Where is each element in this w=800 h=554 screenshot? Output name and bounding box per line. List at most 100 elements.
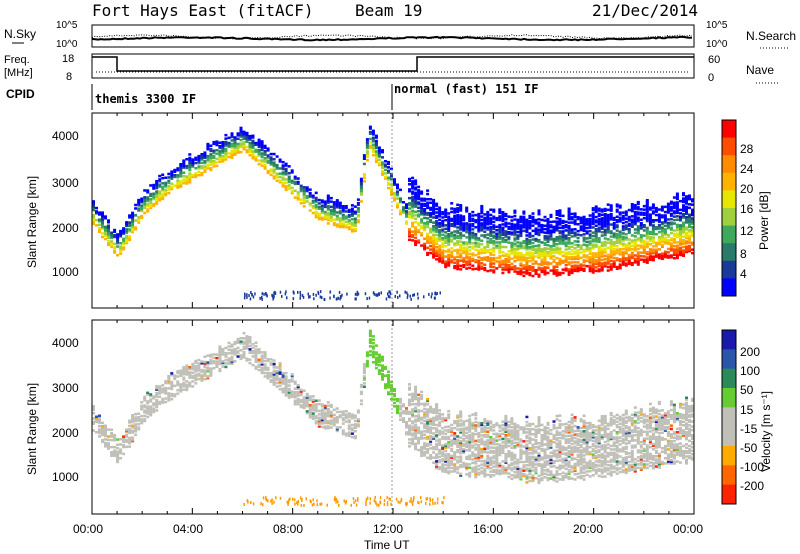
echo-pixel [561,221,565,225]
echo-pixel [278,381,282,384]
echo-pixel [483,421,487,425]
echo-pixel [251,141,255,144]
echo-pixel [263,359,267,363]
echo-pixel [609,235,613,238]
echo-pixel [191,376,195,380]
echo-pixel [567,238,571,242]
echo-pixel [444,241,448,244]
echo-pixel [591,259,595,262]
echo-pixel [531,248,535,252]
echo-pixel [459,223,463,226]
echo-pixel [654,248,658,251]
echo-pixel [624,248,628,252]
echo-pixel [594,266,598,269]
echo-pixel [314,409,318,413]
echo-pixel [591,226,595,229]
echo-pixel [543,231,547,234]
echo-pixel [371,148,375,152]
echo-pixel [396,206,399,209]
echo-pixel [134,428,138,431]
echo-pixel [191,158,195,161]
echo-pixel [275,165,279,169]
echo-pixel [254,143,258,146]
echo-pixel [326,414,330,418]
echo-pixel [341,429,345,432]
echo-pixel [341,224,345,227]
echo-pixel [188,172,192,175]
echo-pixel [411,190,415,193]
echo-pixel [615,238,619,241]
echo-pixel [146,191,150,194]
echo-pixel [489,473,493,477]
echo-pixel [591,231,595,234]
echo-pixel [450,250,454,254]
echo-pixel [152,403,156,407]
echo-pixel [119,231,123,235]
echo-pixel [513,251,517,254]
echo-pixel [679,231,682,234]
echo-pixel [131,211,135,215]
echo-pixel [368,353,372,357]
echo-pixel [350,228,354,231]
echo-pixel [682,214,685,218]
echo-pixel [531,215,535,219]
echo-pixel [155,183,159,186]
echo-pixel [459,243,463,247]
echo-pixel [654,243,658,246]
echo-pixel [570,271,574,275]
echo-pixel [326,409,330,413]
echo-pixel [468,449,472,452]
echo-pixel [281,389,285,392]
echo-pixel [311,398,315,401]
echo-pixel [510,241,514,245]
echo-pixel [627,224,631,227]
echo-pixel [456,214,460,217]
echo-pixel [182,373,186,376]
echo-pixel [245,335,249,338]
echo-pixel [438,433,442,436]
echo-pixel [495,442,499,446]
echo-pixel [615,234,619,238]
echo-pixel [498,471,502,474]
echo-pixel [672,232,676,236]
echo-pixel [299,400,303,404]
echo-pixel [675,197,679,201]
echo-pixel [248,141,252,145]
echo-pixel [435,461,439,465]
echo-pixel [450,466,454,470]
echo-pixel [606,257,610,260]
echo-pixel [669,202,673,205]
echo-pixel [573,243,577,247]
echo-pixel [462,217,466,220]
echo-pixel [435,252,439,256]
echo-pixel [347,433,351,436]
ground-scatter-pixel [254,292,256,296]
echo-pixel [480,248,484,251]
echo-pixel [272,374,276,378]
echo-pixel [516,227,520,230]
echo-pixel [537,211,541,214]
echo-pixel [272,380,276,383]
echo-pixel [101,438,104,442]
echo-pixel [218,367,222,371]
echo-pixel [465,208,469,211]
echo-pixel [170,177,174,180]
echo-pixel [158,400,162,404]
echo-pixel [335,199,339,202]
echo-pixel [660,222,664,226]
echo-pixel [272,168,276,171]
echo-pixel [405,206,408,210]
echo-pixel [474,413,478,417]
echo-pixel [591,208,595,212]
echo-pixel [320,211,324,214]
echo-pixel [149,412,153,415]
echo-pixel [465,466,469,469]
echo-pixel [323,411,327,415]
echo-pixel [642,213,646,217]
echo-pixel [188,167,192,170]
echo-pixel [594,228,598,231]
echo-pixel [438,431,442,434]
echo-pixel [95,210,98,213]
echo-pixel [606,219,610,222]
echo-pixel [543,236,547,240]
